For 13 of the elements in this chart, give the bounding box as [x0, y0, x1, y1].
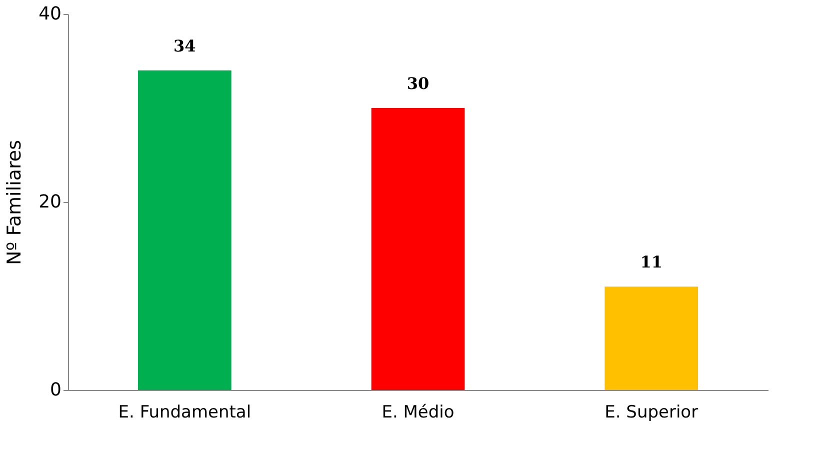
data-label: 30 [406, 74, 430, 93]
bar [371, 108, 465, 390]
y-tick-label: 0 [50, 380, 62, 400]
x-tick-label: E. Fundamental [118, 402, 252, 422]
bar [604, 286, 698, 390]
x-tick-label: E. Médio [382, 402, 454, 422]
y-axis-title: Nº Familiares [4, 140, 26, 266]
data-label: 11 [640, 252, 662, 272]
bar [138, 70, 232, 390]
y-tick-label: 40 [38, 4, 62, 24]
data-label: 34 [174, 36, 196, 56]
x-tick-label: E. Superior [604, 402, 698, 422]
y-tick-label: 20 [38, 192, 62, 212]
